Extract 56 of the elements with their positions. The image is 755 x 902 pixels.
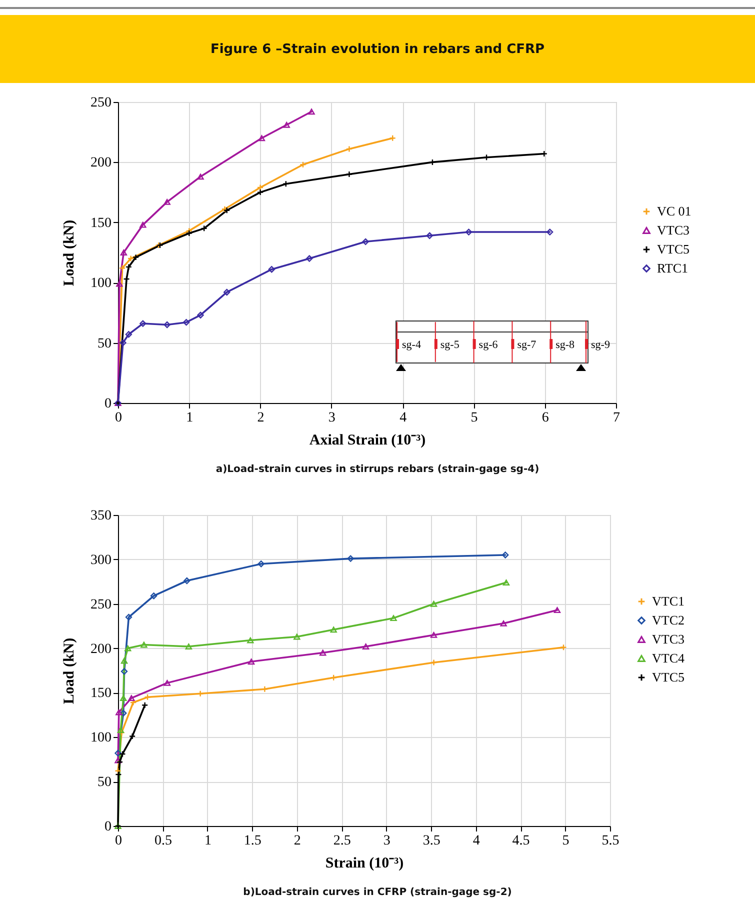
- annotation: sg-7: [517, 339, 537, 351]
- x-axis-title: Strain (10⁻³): [325, 856, 404, 872]
- legend-label: VTC4: [652, 650, 685, 666]
- x-tick-label: 1: [204, 834, 212, 848]
- y-tick-label: 200: [90, 156, 112, 171]
- x-tick-label: 3: [383, 834, 390, 848]
- x-tick-label: 1: [186, 410, 194, 426]
- y-tick-label: 100: [90, 276, 112, 292]
- y-tick-label: 50: [98, 336, 112, 352]
- y-tick-label: 250: [90, 597, 112, 612]
- x-axis-title: Axial Strain (10⁻³): [309, 432, 426, 448]
- x-tick-label: 4: [472, 834, 480, 848]
- x-tick-label: 6: [542, 410, 549, 426]
- x-tick-label: 2: [294, 834, 301, 848]
- legend-label: VTC1: [652, 594, 684, 608]
- x-tick-label: 4: [400, 410, 407, 426]
- text: b)Load-strain curves in CFRP (strain-gage sg-2): [242, 886, 513, 900]
- x-tick-label: 3.5: [422, 834, 440, 848]
- y-tick-label: 350: [90, 508, 112, 524]
- x-tick-label: 7: [613, 410, 620, 426]
- x-tick-label: 2.5: [333, 834, 351, 848]
- legend-label: RTC1: [657, 260, 688, 276]
- legend-label: VTC3: [657, 222, 690, 238]
- y-axis-title: Load (kN): [62, 638, 78, 704]
- y-tick-label: 100: [90, 730, 112, 746]
- x-tick-label: 5.5: [602, 834, 620, 848]
- x-tick-label: 2: [257, 410, 264, 426]
- y-tick-label: 250: [90, 96, 112, 110]
- y-axis-title: Load (kN): [62, 220, 78, 286]
- y-tick-label: 200: [90, 642, 112, 657]
- annotation: sg-8: [556, 339, 576, 351]
- x-tick-label: 1.5: [244, 834, 262, 848]
- y-tick-label: 50: [98, 775, 112, 790]
- x-tick-label: 0.5: [154, 834, 172, 848]
- y-tick-label: 150: [90, 216, 112, 231]
- y-tick-label: 0: [104, 396, 112, 412]
- text: a)Load-strain curves in stirrups rebars (strain-gage sg-4): [214, 463, 540, 477]
- x-tick-label: 3: [328, 410, 336, 426]
- y-tick-label: 300: [90, 552, 112, 568]
- legend-label: VTC2: [652, 612, 684, 628]
- legend-label: VTC5: [652, 670, 684, 684]
- y-tick-label: 150: [90, 686, 112, 702]
- legend-label: VTC5: [657, 242, 690, 256]
- annotation: sg-9: [591, 339, 610, 351]
- x-tick-label: 4.5: [512, 834, 530, 848]
- annotation: sg-5: [440, 339, 460, 351]
- x-tick-label: 5: [470, 410, 478, 426]
- legend-label: VC 01: [657, 204, 692, 218]
- annotation: sg-4: [402, 339, 422, 351]
- chart-title: Figure 6 –Strain evolution in rebars and CFRP: [0, 15, 755, 83]
- x-tick-label: 5: [562, 834, 570, 848]
- legend-label: VTC3: [652, 632, 684, 646]
- x-tick-label: 0: [115, 410, 122, 426]
- annotation: sg-6: [478, 339, 498, 351]
- y-tick-label: 0: [104, 820, 112, 834]
- x-tick-label: 0: [115, 834, 122, 848]
